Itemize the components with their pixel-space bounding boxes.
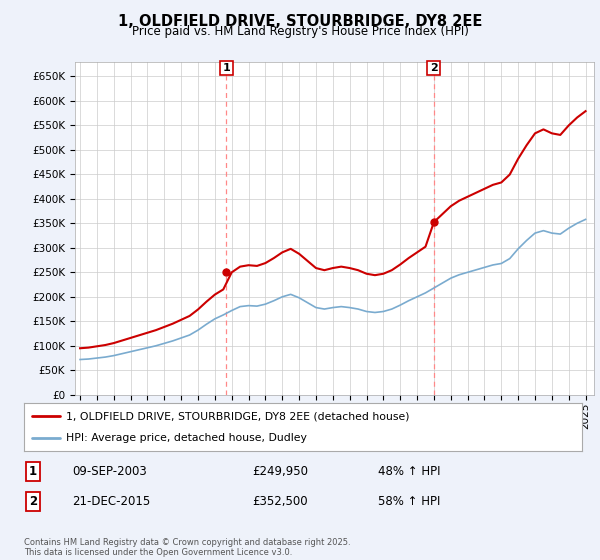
Text: 1: 1: [223, 63, 230, 73]
Text: £249,950: £249,950: [252, 465, 308, 478]
Text: 1: 1: [29, 465, 37, 478]
Text: Price paid vs. HM Land Registry's House Price Index (HPI): Price paid vs. HM Land Registry's House …: [131, 25, 469, 38]
Text: 2: 2: [430, 63, 437, 73]
Text: HPI: Average price, detached house, Dudley: HPI: Average price, detached house, Dudl…: [66, 433, 307, 443]
Text: 58% ↑ HPI: 58% ↑ HPI: [378, 494, 440, 508]
Text: £352,500: £352,500: [252, 494, 308, 508]
Text: Contains HM Land Registry data © Crown copyright and database right 2025.
This d: Contains HM Land Registry data © Crown c…: [24, 538, 350, 557]
Text: 21-DEC-2015: 21-DEC-2015: [72, 494, 150, 508]
Text: 48% ↑ HPI: 48% ↑ HPI: [378, 465, 440, 478]
Text: 2: 2: [29, 494, 37, 508]
Text: 1, OLDFIELD DRIVE, STOURBRIDGE, DY8 2EE (detached house): 1, OLDFIELD DRIVE, STOURBRIDGE, DY8 2EE …: [66, 411, 409, 421]
Text: 09-SEP-2003: 09-SEP-2003: [72, 465, 147, 478]
Text: 1, OLDFIELD DRIVE, STOURBRIDGE, DY8 2EE: 1, OLDFIELD DRIVE, STOURBRIDGE, DY8 2EE: [118, 14, 482, 29]
